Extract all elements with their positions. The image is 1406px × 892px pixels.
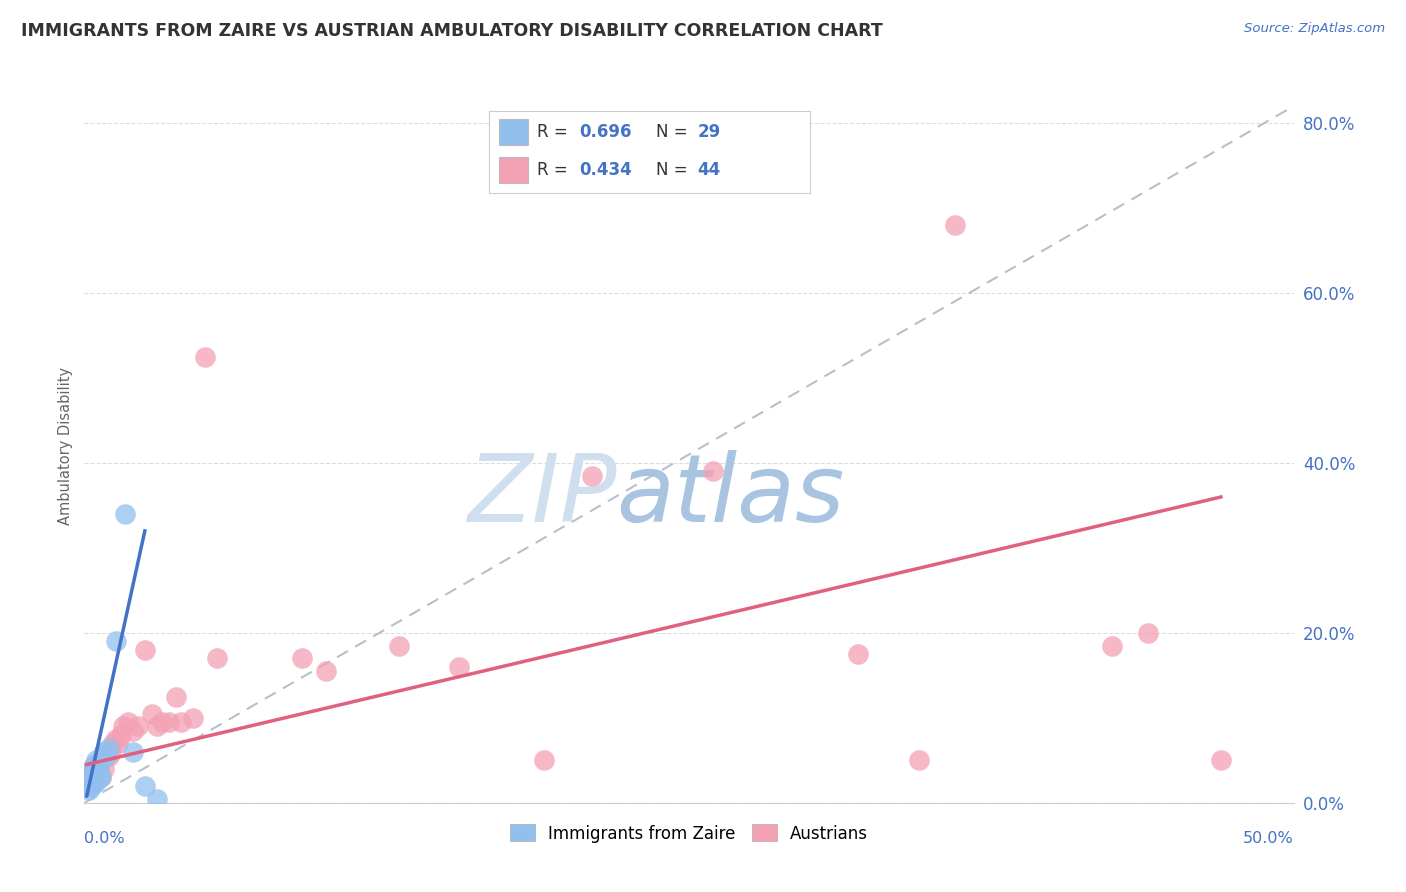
Point [165,690,187,704]
Point [80,770,103,784]
Point [121,745,143,759]
Point [107,736,129,750]
Point [97,740,120,755]
Point [1209,753,1232,767]
Point [146,791,169,805]
Text: IMMIGRANTS FROM ZAIRE VS AUSTRIAN AMBULATORY DISABILITY CORRELATION CHART: IMMIGRANTS FROM ZAIRE VS AUSTRIAN AMBULA… [21,22,883,40]
Point [97,749,120,764]
Point [943,218,966,232]
Point [141,706,163,721]
Point [76,774,98,789]
Point [77,783,100,797]
Point [181,711,204,725]
Point [86,757,108,772]
Point [702,465,724,479]
Point [83,770,105,784]
Point [93,745,115,759]
Point [80,762,103,776]
Point [117,715,139,730]
Point [83,766,105,780]
Point [90,770,112,784]
Point [90,753,112,767]
Point [291,651,314,665]
Point [86,753,108,767]
Y-axis label: Ambulatory Disability: Ambulatory Disability [58,367,73,525]
Legend: Immigrants from Zaire, Austrians: Immigrants from Zaire, Austrians [503,818,875,849]
Point [90,770,112,784]
Point [315,664,337,678]
Point [104,732,127,747]
Point [121,723,143,738]
Point [114,507,136,521]
Point [87,770,110,784]
Text: 0.0%: 0.0% [84,831,125,847]
Point [207,651,229,665]
Point [134,643,156,657]
Point [80,779,103,793]
Point [76,779,98,793]
Point [449,660,471,674]
Point [94,749,117,764]
Point [150,715,173,730]
Point [110,728,132,742]
Point [86,766,108,780]
Point [76,774,98,789]
Point [77,774,100,789]
Point [83,757,105,772]
Text: 50.0%: 50.0% [1243,831,1294,847]
Point [77,779,100,793]
Point [170,715,193,730]
Point [76,770,98,784]
Point [77,779,100,793]
Point [104,634,127,648]
Point [80,770,103,784]
Point [83,774,105,789]
Point [1137,626,1160,640]
Point [86,774,108,789]
Point [93,762,115,776]
Point [100,745,122,759]
Text: atlas: atlas [616,450,845,541]
Text: ZIP: ZIP [467,450,616,541]
Point [127,719,149,733]
Point [93,745,115,759]
Point [87,757,110,772]
Point [581,468,603,483]
Point [134,779,156,793]
Point [846,647,869,661]
Point [86,766,108,780]
Point [194,350,217,364]
Point [112,719,135,733]
Point [907,753,929,767]
Point [94,749,117,764]
Point [1101,639,1123,653]
Point [146,719,169,733]
Point [388,639,411,653]
Point [80,766,103,780]
Point [87,762,110,776]
Point [77,766,100,780]
Point [533,753,555,767]
Point [103,736,125,750]
Text: Source: ZipAtlas.com: Source: ZipAtlas.com [1244,22,1385,36]
Point [157,715,180,730]
